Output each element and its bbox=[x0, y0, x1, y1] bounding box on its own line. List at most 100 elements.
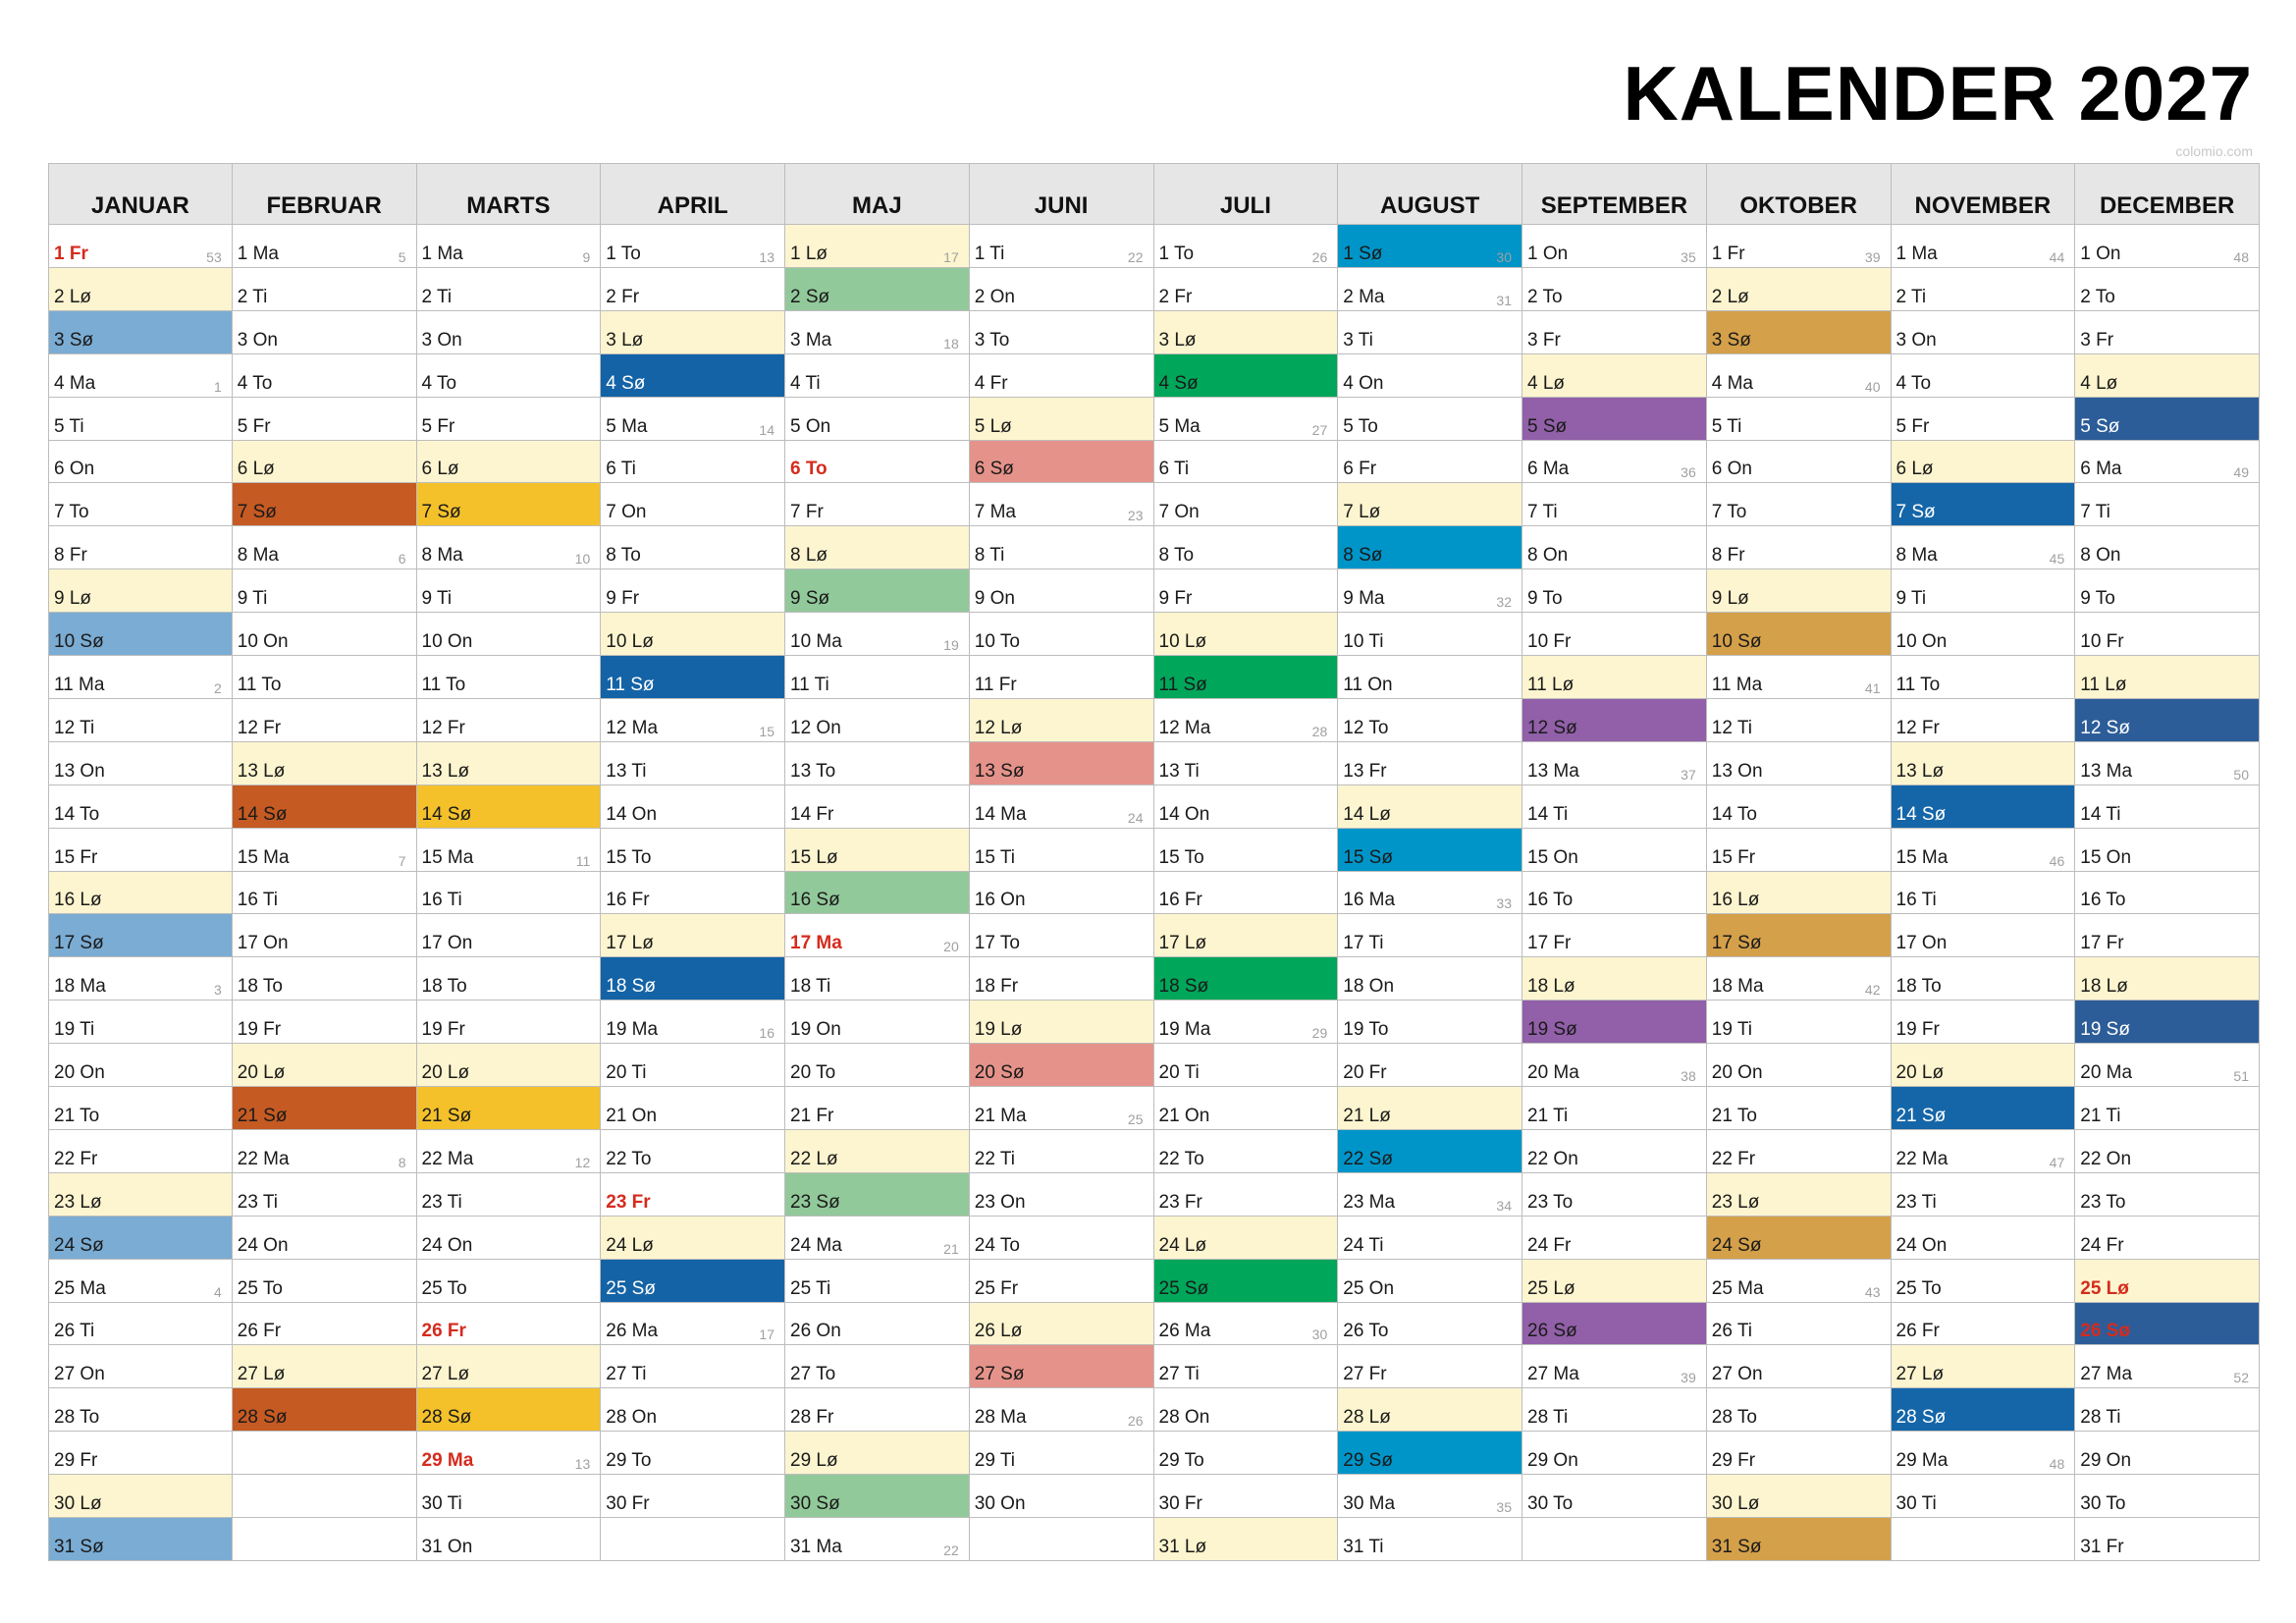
day-cell: 2 Ti bbox=[232, 267, 417, 311]
day-cell: 7 Sø bbox=[1891, 483, 2076, 527]
day-cell: 28 Ti bbox=[1522, 1388, 1707, 1433]
month-column: JULI 1 To 26 2 Fr 3 Lø 4 Sø 5 Ma 27 6 Ti 7 On 8 To… bbox=[1153, 163, 1339, 1561]
week-number: 37 bbox=[1681, 766, 1696, 783]
week-number: 12 bbox=[574, 1154, 591, 1170]
day-label: 26 Sø bbox=[1527, 1321, 1577, 1342]
day-label: 25 On bbox=[1343, 1277, 1395, 1299]
day-cell: 22 To bbox=[1153, 1129, 1339, 1173]
day-label: 21 Lø bbox=[1343, 1105, 1391, 1126]
day-cell: 13 To bbox=[785, 741, 970, 785]
day-cell: 21 Ma 25 bbox=[969, 1087, 1154, 1130]
day-cell: 23 On bbox=[969, 1172, 1154, 1217]
day-label: 3 On bbox=[421, 329, 462, 351]
day-label: 10 Lø bbox=[1158, 631, 1207, 653]
day-cell: 5 Fr bbox=[416, 397, 602, 441]
day-cell: 13 Ti bbox=[601, 741, 785, 785]
day-cell: 24 Sø bbox=[48, 1216, 233, 1260]
day-label: 13 Lø bbox=[1896, 760, 1945, 782]
day-label: 22 Ti bbox=[974, 1148, 1015, 1169]
day-label: 17 Sø bbox=[1711, 933, 1762, 954]
source: colomio.com bbox=[2175, 143, 2253, 159]
day-label: 30 Fr bbox=[1158, 1493, 1202, 1515]
day-cell: 1 Ma 5 bbox=[232, 225, 417, 268]
day-label: 27 Ti bbox=[606, 1364, 647, 1385]
day-label: 1 On bbox=[1527, 243, 1569, 264]
day-cell: 14 Lø bbox=[1338, 784, 1522, 829]
day-cell: 30 To bbox=[1522, 1475, 1707, 1519]
week-number: 35 bbox=[1681, 248, 1696, 265]
day-cell: 13 Lø bbox=[416, 741, 602, 785]
month-header: NOVEMBER bbox=[1891, 163, 2076, 225]
month-header: MARTS bbox=[416, 163, 602, 225]
day-label: 2 Ti bbox=[421, 286, 453, 307]
day-label: 15 Ma bbox=[1896, 846, 1949, 868]
week-number: 11 bbox=[575, 852, 591, 869]
day-cell: 22 On bbox=[2075, 1129, 2260, 1173]
day-cell: 19 Fr bbox=[232, 1001, 417, 1045]
day-cell: 19 Ti bbox=[48, 1001, 233, 1045]
week-number: 48 bbox=[2233, 248, 2249, 265]
day-label: 11 Ma bbox=[1711, 674, 1763, 695]
day-label: 7 Sø bbox=[421, 502, 461, 523]
day-label: 25 Ma bbox=[54, 1277, 106, 1299]
month-column: FEBRUAR 1 Ma 5 2 Ti 3 On 4 To 5 Fr 6 Lø 7 Sø 8 Ma… bbox=[232, 163, 417, 1561]
day-label: 25 Sø bbox=[1158, 1277, 1209, 1299]
day-cell: 25 Ma 4 bbox=[48, 1259, 233, 1303]
day-cell: 1 Fr 53 bbox=[48, 225, 233, 268]
week-number: 13 bbox=[574, 1456, 591, 1473]
day-cell: 10 Fr bbox=[2075, 613, 2260, 657]
day-label: 14 Sø bbox=[237, 803, 288, 825]
month-column: JUNI 1 Ti 22 2 On 3 To 4 Fr 5 Lø 6 Sø 7 Ma 23 8 Ti… bbox=[969, 163, 1154, 1561]
day-cell: 28 Lø bbox=[1338, 1388, 1522, 1433]
day-cell: 6 Ma 36 bbox=[1522, 440, 1707, 484]
day-label: 7 On bbox=[1158, 502, 1200, 523]
day-cell: 28 Sø bbox=[1891, 1388, 2076, 1433]
day-cell: 8 Sø bbox=[1338, 526, 1522, 570]
day-label: 7 Fr bbox=[790, 502, 824, 523]
day-label: 9 Ti bbox=[421, 588, 453, 610]
day-label: 18 To bbox=[421, 976, 467, 998]
day-cell: 4 Ma 1 bbox=[48, 353, 233, 398]
day-label: 24 Lø bbox=[1158, 1234, 1207, 1256]
day-label: 20 Ma bbox=[1527, 1062, 1579, 1084]
day-label: 15 Ma bbox=[421, 846, 474, 868]
day-cell: 15 Sø bbox=[1338, 828, 1522, 872]
month-header: APRIL bbox=[601, 163, 785, 225]
day-cell: 8 Ma 45 bbox=[1891, 526, 2076, 570]
day-cell: 6 Ti bbox=[1153, 440, 1339, 484]
day-cell: 6 Lø bbox=[416, 440, 602, 484]
empty-cell bbox=[1522, 1518, 1707, 1561]
day-cell: 5 Fr bbox=[232, 397, 417, 441]
day-cell: 20 Lø bbox=[416, 1044, 602, 1088]
day-label: 18 Lø bbox=[1527, 976, 1575, 998]
day-cell: 3 Ma 18 bbox=[785, 310, 970, 354]
week-number: 29 bbox=[1311, 1025, 1328, 1042]
day-label: 21 Sø bbox=[1896, 1105, 1947, 1126]
day-label: 23 Sø bbox=[790, 1191, 840, 1213]
day-label: 22 Lø bbox=[790, 1148, 838, 1169]
day-cell: 25 Lø bbox=[1522, 1259, 1707, 1303]
day-label: 24 To bbox=[974, 1234, 1020, 1256]
day-cell: 8 Fr bbox=[48, 526, 233, 570]
day-label: 14 Lø bbox=[1343, 803, 1391, 825]
day-cell: 5 To bbox=[1338, 397, 1522, 441]
day-cell: 4 On bbox=[1338, 353, 1522, 398]
day-cell: 29 To bbox=[1153, 1432, 1339, 1476]
day-label: 18 Lø bbox=[2080, 976, 2128, 998]
day-cell: 15 Lø bbox=[785, 828, 970, 872]
day-label: 10 Ma bbox=[790, 631, 842, 653]
day-cell: 5 Sø bbox=[2075, 397, 2260, 441]
day-label: 27 To bbox=[790, 1364, 836, 1385]
day-cell: 12 To bbox=[1338, 698, 1522, 742]
day-cell: 31 Sø bbox=[48, 1518, 233, 1561]
day-cell: 7 To bbox=[1706, 483, 1892, 527]
day-label: 30 Ti bbox=[1896, 1493, 1937, 1515]
day-cell: 14 On bbox=[601, 784, 785, 829]
day-label: 15 Sø bbox=[1343, 846, 1393, 868]
day-label: 22 Sø bbox=[1343, 1148, 1393, 1169]
day-cell: 7 Ti bbox=[2075, 483, 2260, 527]
day-cell: 26 Ma 17 bbox=[601, 1302, 785, 1346]
day-cell: 14 To bbox=[48, 784, 233, 829]
week-number: 24 bbox=[1127, 809, 1144, 826]
day-label: 24 Fr bbox=[1527, 1234, 1572, 1256]
